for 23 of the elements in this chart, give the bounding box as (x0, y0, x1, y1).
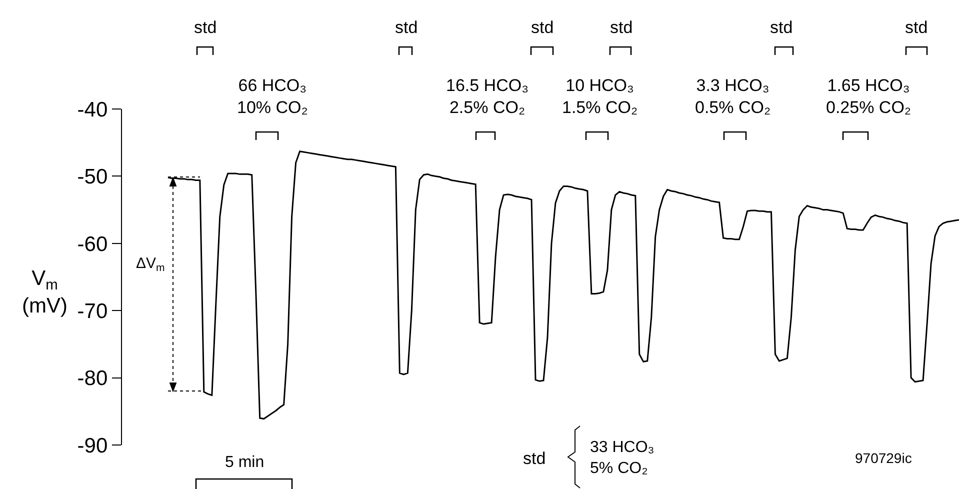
text: std (905, 18, 928, 37)
y-axis-title: V$_{m}$ (mV) (22, 267, 68, 318)
annotation: 16.5 HCO₃ 2.5% CO₂ (446, 76, 529, 118)
text: std (610, 18, 633, 37)
text: 970729ic (855, 450, 912, 466)
text: std (770, 18, 793, 37)
y-tick-label: -90 (77, 434, 108, 458)
annotation: 33 HCO₃ 5% CO₂ (590, 439, 654, 477)
text: std (194, 18, 217, 37)
y-tick-label: -50 (77, 166, 108, 189)
annotation: 10 HCO₃ 1.5% CO₂ (562, 76, 638, 118)
text: std (523, 449, 546, 468)
annotation: 1.65 HCO₃ 0.25% CO₂ (826, 76, 912, 118)
y-tick-label: -80 (77, 367, 108, 390)
text: ΔV$_{m}$ (136, 255, 166, 274)
y-tick-label: -40 (77, 98, 108, 122)
text: std (531, 18, 554, 37)
text: std (395, 18, 418, 37)
annotation: 3.3 HCO₃ 0.5% CO₂ (695, 76, 771, 118)
y-tick-label: -60 (77, 232, 108, 256)
text: 5 min (225, 454, 264, 471)
y-tick-label: -70 (77, 300, 108, 323)
annotation: 66 HCO₃ 10% CO₂ (237, 76, 308, 118)
